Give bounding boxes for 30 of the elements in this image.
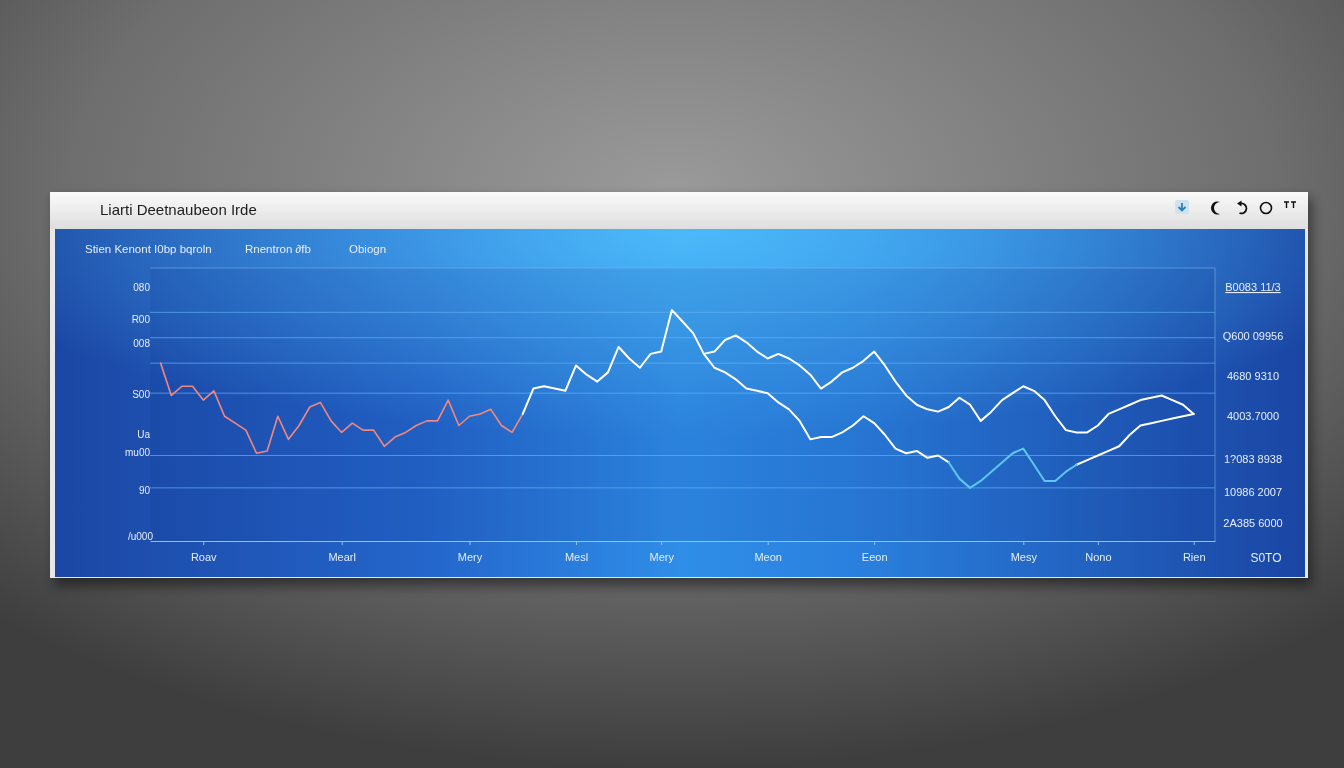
x-tick-label: Roav: [190, 550, 218, 563]
text: Q600 09956: [1222, 330, 1284, 342]
text: S0TO: [1250, 551, 1282, 565]
x-tick-label: Eeon: [861, 550, 888, 563]
x-tick-label: Mery: [649, 550, 675, 563]
text: 4003.7000: [1227, 410, 1279, 422]
text: 080: [133, 282, 151, 293]
text: Stien Kenont I0bp bqroln: [85, 243, 212, 255]
text: 1?083 8938: [1223, 453, 1283, 465]
annotation: R00: [131, 314, 151, 325]
x-tick-label: Meon: [754, 550, 782, 563]
text: 4680 9310: [1227, 370, 1279, 382]
annotation: /u000: [127, 531, 154, 542]
x-tick-label: Nono: [1085, 550, 1112, 563]
annotation: mu00: [124, 447, 151, 458]
text: 2A385 6000: [1223, 517, 1283, 529]
x-tick-label: Mesl: [564, 550, 589, 563]
annotation: Ua: [137, 429, 151, 440]
text: Obiogn: [349, 243, 387, 255]
annotation: 90: [138, 485, 151, 496]
chart-title: Liarti Deetnaubeon Irde: [100, 201, 257, 218]
text: 10986 2007: [1223, 486, 1283, 498]
x-tick-label: Mearl: [328, 550, 356, 563]
text: B0083 11/3: [1225, 281, 1281, 293]
text: Rnentron ∂fb: [245, 243, 311, 255]
annotation: 008: [133, 338, 151, 349]
x-tick-label: Mery: [457, 550, 483, 563]
annotation: S00: [132, 389, 151, 400]
x-tick-label: Rien: [1182, 550, 1206, 563]
x-tick-label: Mesy: [1010, 550, 1038, 563]
